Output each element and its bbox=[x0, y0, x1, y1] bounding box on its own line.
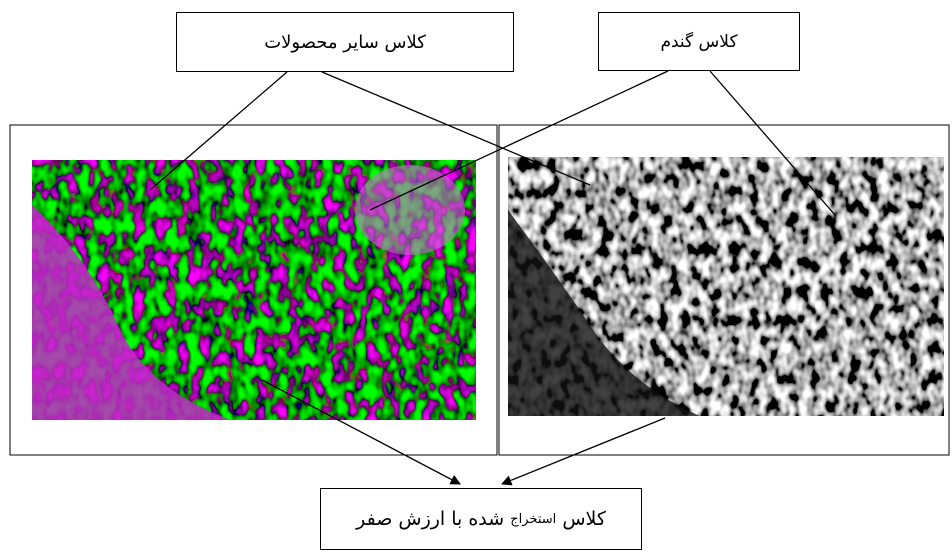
arrow bbox=[501, 417, 666, 486]
other-crops-label: کلاس سایر محصولات bbox=[176, 12, 514, 72]
connector bbox=[709, 70, 836, 216]
connector bbox=[149, 71, 288, 191]
label-text: کلاس سایر محصولات bbox=[264, 31, 426, 53]
label-text: استخراج bbox=[510, 511, 557, 527]
urban-area bbox=[355, 165, 465, 255]
mountain-area bbox=[32, 205, 230, 420]
connector bbox=[369, 70, 669, 211]
connector bbox=[321, 71, 591, 186]
label-text: کلاس bbox=[562, 508, 606, 530]
arrow bbox=[261, 379, 461, 485]
zero-class-label: کلاس استخراج شده با ارزش صفر bbox=[320, 488, 642, 550]
wheat-label: کلاس گندم bbox=[598, 12, 800, 71]
label-text: شده با ارزش صفر bbox=[356, 508, 505, 530]
label-text: کلاس گندم bbox=[660, 31, 738, 52]
dark-area bbox=[508, 210, 700, 416]
connectors bbox=[149, 70, 836, 486]
